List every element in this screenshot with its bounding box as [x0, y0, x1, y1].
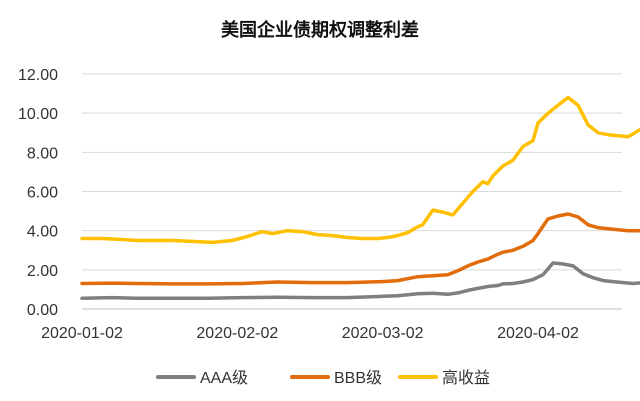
y-tick-label: 0.00 [27, 302, 58, 319]
x-tick-label: 2020-02-02 [196, 325, 278, 342]
legend-label: AAA级 [200, 369, 248, 387]
x-tick-label: 2020-01-02 [41, 325, 123, 342]
legend-label: BBB级 [334, 369, 382, 387]
series-line [80, 261, 640, 300]
y-tick-label: 4.00 [27, 224, 58, 241]
y-tick-label: 12.00 [18, 67, 58, 84]
y-tick-label: 2.00 [27, 263, 58, 280]
y-tick-label: 8.00 [27, 145, 58, 162]
y-tick-label: 6.00 [27, 185, 58, 202]
chart-title: 美国企业债期权调整利差 [221, 20, 419, 41]
legend-label: 高收益 [442, 369, 490, 387]
y-tick-label: 10.00 [18, 106, 58, 123]
series-line [80, 212, 640, 286]
series-line [80, 95, 640, 245]
x-tick-label: 2020-04-02 [497, 325, 579, 342]
x-tick-label: 2020-03-02 [342, 325, 424, 342]
